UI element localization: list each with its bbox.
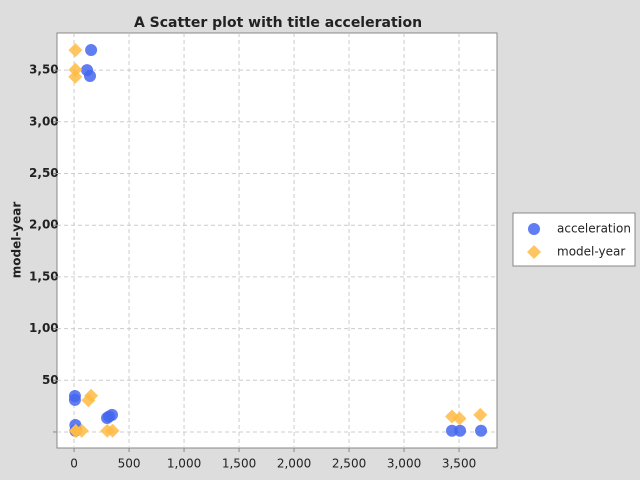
point [68,69,83,84]
point [475,424,488,437]
point [84,70,96,83]
point [473,407,488,422]
point [69,424,84,439]
x-tick-label: 1,000 [167,457,201,471]
x-tick-label: 2,000 [277,457,311,471]
x-tick-label: 500 [118,457,141,471]
legend-marker [527,245,541,259]
plot-area [56,32,498,449]
x-tick-label: 2,500 [332,457,366,471]
y-axis-label: model-year [10,202,24,279]
point [85,44,98,57]
x-tick-label: 3,000 [387,457,421,471]
y-tick-label: 2,000 [29,218,67,232]
y-tick-label: 500 [42,373,67,387]
y-tick-label: 3,500 [29,63,67,77]
y-tick-label: 1,000 [29,321,67,335]
x-tick-label: 3,500 [442,457,476,471]
legend-marker [528,223,540,235]
x-tick-label: 0 [70,457,78,471]
point [68,393,81,406]
x-tick-label: 1,500 [222,457,256,471]
point [454,424,467,437]
legend-label: model-year [557,245,625,259]
point [68,43,83,58]
y-tick-label: 3,000 [29,114,67,128]
point [84,388,99,403]
points [68,43,488,439]
chart-title: A Scatter plot with title acceleration [134,15,422,31]
y-tick-label: 1,500 [29,269,67,283]
point [106,408,118,421]
legend-label: acceleration [557,222,631,236]
y-tick-label: 2,500 [29,166,67,180]
point [452,411,467,426]
point [105,423,120,438]
